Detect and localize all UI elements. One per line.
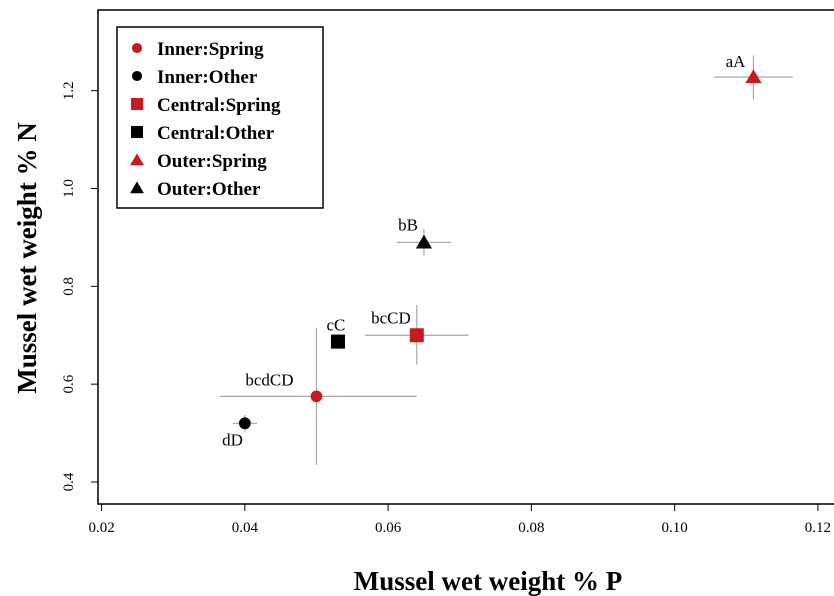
legend-label: Inner:Other: [157, 67, 258, 88]
plot-frame: [97, 9, 834, 505]
data-point-circle: [310, 390, 323, 403]
data-markers: [238, 69, 762, 430]
data-point-square: [409, 328, 424, 343]
legend-marker-triangle: [130, 153, 144, 166]
legend-label: Central:Other: [157, 123, 275, 144]
legend-marker-circle: [131, 42, 143, 54]
y-tick-label: 0.4: [61, 472, 77, 491]
y-axis-title: Mussel wet weight % N: [12, 122, 42, 394]
legend-box: [116, 26, 324, 209]
y-axis: 0.4 0.6 0.8 1.0 1.2: [61, 81, 98, 491]
legend-label: Central:Spring: [157, 95, 281, 116]
y-tick-label: 1.2: [61, 81, 77, 100]
y-tick-label: 0.8: [61, 277, 77, 296]
legend-label: Inner:Spring: [157, 39, 264, 60]
point-label: bcdCD: [245, 370, 293, 389]
legend-marker-triangle: [130, 181, 144, 194]
point-label: bcCD: [371, 308, 411, 327]
point-label: aA: [726, 52, 747, 71]
legend-marker-square: [131, 126, 143, 138]
legend-marker-square: [131, 98, 143, 110]
x-axis: 0.02 0.04 0.06 0.08 0.10 0.12: [88, 504, 831, 536]
data-point-square: [330, 334, 345, 349]
y-tick-label: 0.6: [61, 374, 77, 393]
x-tick-label: 0.04: [232, 520, 259, 536]
x-tick-label: 0.10: [662, 520, 688, 536]
point-labels: bcdCD dD bcCD cC aA bB: [222, 52, 746, 449]
x-axis-title: Mussel wet weight % P: [354, 566, 622, 596]
data-point-triangle: [745, 69, 762, 84]
x-tick-label: 0.02: [88, 520, 114, 536]
data-point-triangle: [415, 234, 433, 249]
legend-label: Outer:Spring: [157, 151, 267, 172]
legend-label: Outer:Other: [157, 179, 261, 200]
y-tick-label: 1.0: [61, 179, 77, 198]
data-point-circle: [238, 417, 251, 430]
point-label: dD: [222, 430, 243, 449]
legend: Inner:Spring Inner:Other Central:Spring Cen…: [116, 26, 324, 209]
x-tick-label: 0.12: [805, 520, 831, 536]
point-label: bB: [398, 215, 418, 234]
point-label: cC: [327, 316, 346, 335]
x-tick-label: 0.08: [518, 520, 544, 536]
x-tick-label: 0.06: [375, 520, 402, 536]
legend-marker-circle: [131, 70, 143, 82]
